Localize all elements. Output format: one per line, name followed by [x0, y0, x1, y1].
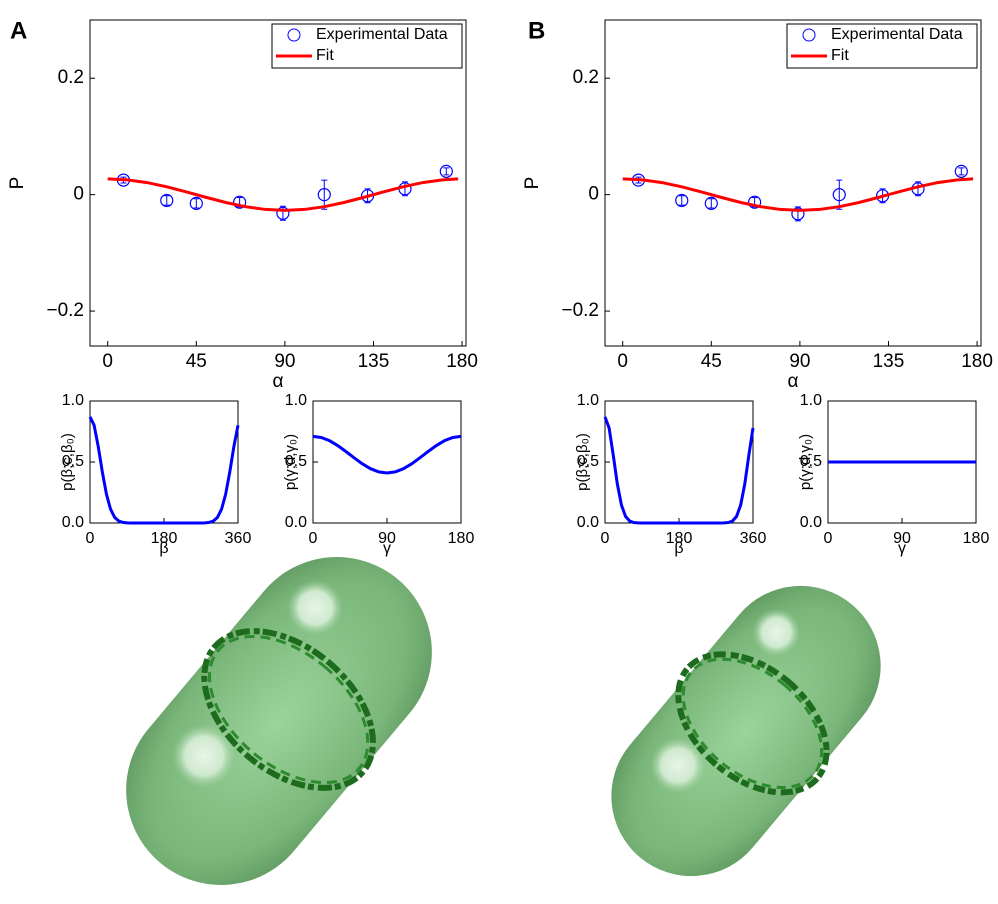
y-tick-label: 0 [588, 184, 599, 205]
data-point [233, 195, 247, 209]
x-tick-label: 135 [873, 351, 905, 372]
error-bar [321, 179, 328, 210]
data-point [791, 207, 805, 221]
data-point [704, 196, 718, 210]
y-axis-label: p(β;c,β₀) [574, 433, 591, 491]
error-bar [915, 181, 922, 197]
error-bar [443, 167, 450, 176]
x-tick-label: 360 [740, 530, 767, 547]
error-bar [193, 198, 200, 209]
x-tick-label: 90 [893, 530, 911, 547]
x-tick-label: 0 [601, 530, 610, 547]
data-point [160, 193, 174, 208]
y-axis-label: p(β;c,β₀) [59, 433, 76, 491]
x-tick-label: 0 [824, 530, 833, 547]
y-axis-label: p(γ;d,γ₀) [797, 434, 814, 490]
error-bar [708, 198, 715, 209]
y-tick-label: 0.2 [573, 67, 599, 88]
error-bar [836, 179, 843, 210]
x-tick-label: 180 [448, 530, 475, 547]
x-tick-label: 180 [151, 530, 178, 547]
plot-frame [89, 400, 239, 524]
x-tick-label: 0 [617, 351, 628, 372]
density-line [603, 416, 755, 525]
y-tick-label: 1.0 [62, 392, 84, 409]
error-bar [401, 181, 408, 197]
y-tick-label: 0.0 [577, 514, 599, 531]
x-tick-label: 0 [86, 530, 95, 547]
fit-line [622, 177, 974, 212]
legend-box [786, 23, 978, 69]
x-axis-label: β [159, 540, 168, 557]
density-line [88, 416, 240, 525]
panel-label: B [528, 17, 545, 44]
legend-marker [802, 28, 816, 42]
y-tick-label: −0.2 [46, 300, 84, 321]
x-tick-label: 45 [701, 351, 722, 372]
x-axis-label: α [273, 371, 284, 392]
y-axis-label: p(γ;d,γ₀) [282, 434, 299, 490]
legend-box [271, 23, 463, 69]
error-bar [279, 205, 286, 221]
data-point [189, 196, 203, 210]
y-tick-label: 0.0 [62, 514, 84, 531]
y-axis-label: P [522, 177, 543, 190]
y-tick-label: 0.0 [800, 514, 822, 531]
plot-frame [312, 400, 462, 524]
x-axis-label: γ [383, 540, 391, 557]
legend-marker [287, 28, 301, 42]
plot-frame [89, 19, 467, 347]
y-tick-label: 0.0 [285, 514, 307, 531]
fit-line [107, 177, 459, 212]
error-bar [958, 167, 965, 176]
plot-frame [604, 19, 982, 347]
y-tick-label: 0.5 [577, 453, 599, 470]
error-bar [678, 195, 685, 206]
y-tick-label: 1.0 [577, 392, 599, 409]
data-point [748, 195, 762, 209]
error-bar [163, 195, 170, 206]
x-tick-label: 90 [378, 530, 396, 547]
x-tick-label: 180 [666, 530, 693, 547]
data-point [439, 164, 453, 178]
cell-render [611, 585, 881, 877]
plot-frame [604, 400, 754, 524]
data-point [317, 188, 331, 202]
legend-label: Experimental Data [831, 26, 963, 43]
x-tick-label: 0 [102, 351, 113, 372]
x-tick-label: 180 [963, 530, 990, 547]
cell-render [126, 557, 432, 885]
x-tick-label: 90 [274, 351, 295, 372]
data-point [954, 164, 968, 178]
x-tick-label: 180 [446, 351, 478, 372]
y-tick-label: 0.5 [62, 453, 84, 470]
y-tick-label: 0.5 [285, 453, 307, 470]
legend-label: Experimental Data [316, 26, 448, 43]
y-tick-label: 0.5 [800, 453, 822, 470]
x-axis-label: β [674, 540, 683, 557]
y-tick-label: 1.0 [800, 392, 822, 409]
legend-label: Fit [316, 47, 334, 64]
y-tick-label: 0.2 [58, 67, 84, 88]
y-tick-label: 0 [73, 184, 84, 205]
y-tick-label: −0.2 [561, 300, 599, 321]
x-axis-label: γ [898, 540, 906, 557]
density-line [312, 434, 462, 475]
data-point [276, 206, 290, 220]
x-tick-label: 180 [961, 351, 993, 372]
data-point [675, 193, 689, 208]
legend-label: Fit [831, 47, 849, 64]
x-tick-label: 90 [789, 351, 810, 372]
y-tick-label: 1.0 [285, 392, 307, 409]
data-point [832, 188, 846, 202]
panel-label: A [10, 17, 27, 44]
x-tick-label: 135 [358, 351, 390, 372]
x-tick-label: 45 [186, 351, 207, 372]
x-tick-label: 0 [309, 530, 318, 547]
x-tick-label: 360 [225, 530, 252, 547]
y-axis-label: P [7, 177, 28, 190]
x-axis-label: α [788, 371, 799, 392]
